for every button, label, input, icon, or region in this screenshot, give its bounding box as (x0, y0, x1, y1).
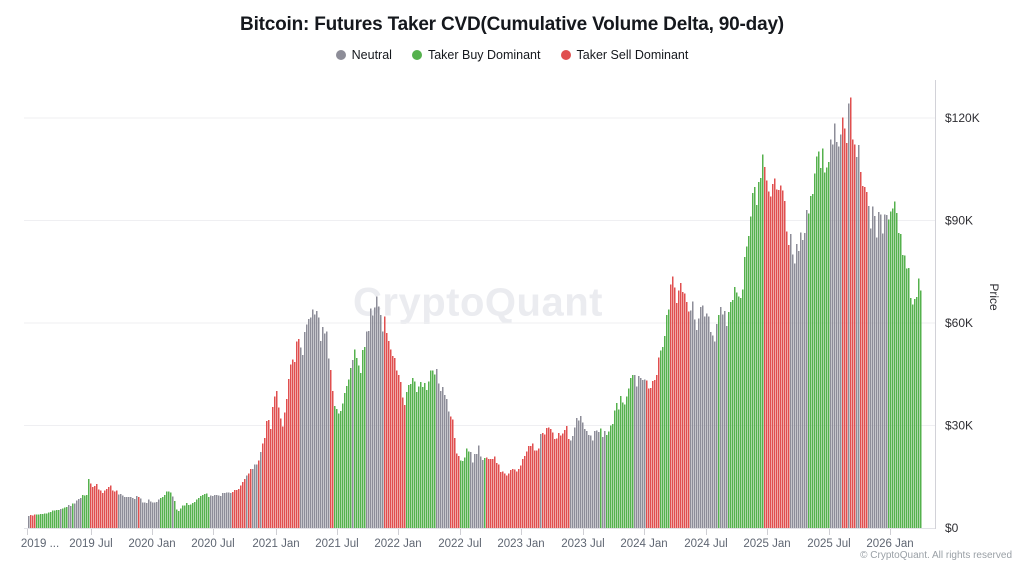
x-tick-label: 2020 Jul (191, 538, 234, 550)
x-tick-label: 2025 Jan (743, 538, 790, 550)
y-tick-label: $30K (945, 419, 973, 433)
axes (24, 80, 936, 535)
legend-item-buy[interactable]: Taker Buy Dominant (411, 48, 541, 62)
y-tick-label: $120K (945, 111, 980, 125)
x-tick-label: 2021 Jan (252, 538, 299, 550)
y-tick-label: $60K (945, 316, 973, 330)
legend-item-sell[interactable]: Taker Sell Dominant (560, 48, 689, 62)
x-tick-label: 2026 Jan (866, 538, 913, 550)
x-tick-label: 2023 Jul (561, 538, 604, 550)
axis-labels: 2019 ... 2019 Jul 2020 Jan 2020 Jul 2021 Jan… (21, 111, 980, 550)
price-bars (28, 97, 922, 529)
copyright-footer: © CryptoQuant. All rights reserved (860, 550, 1012, 561)
y-tick-label: $0 (945, 521, 959, 535)
x-tick-label: 2019 Jul (69, 538, 112, 550)
x-tick-label: 2024 Jul (684, 538, 727, 550)
y-axis-title: Price (987, 283, 1001, 311)
x-tick-label: 2019 ... (21, 538, 59, 550)
chart-title: Bitcoin: Futures Taker CVD(Cumulative Vo… (240, 14, 784, 35)
y-tick-label: $90K (945, 214, 973, 228)
neutral-dot-icon (335, 50, 346, 60)
x-tick-label: 2022 Jan (374, 538, 421, 550)
x-tick-label: 2022 Jul (438, 538, 481, 550)
sell-dot-icon (560, 50, 571, 60)
legend-label: Taker Buy Dominant (427, 48, 541, 62)
x-tick-label: 2024 Jan (620, 538, 667, 550)
x-tick-label: 2021 Jul (315, 538, 358, 550)
legend-item-neutral[interactable]: Neutral (335, 48, 392, 62)
x-tick-label: 2025 Jul (807, 538, 850, 550)
x-tick-label: 2020 Jan (128, 538, 175, 550)
x-tick-label: 2023 Jan (497, 538, 544, 550)
legend: Neutral Taker Buy Dominant Taker Sell Domi… (0, 48, 1024, 62)
cryptoquant-watermark: CryptoQuant (353, 280, 603, 325)
buy-dot-icon (411, 50, 422, 60)
legend-label: Taker Sell Dominant (576, 48, 689, 62)
legend-label: Neutral (351, 48, 392, 62)
